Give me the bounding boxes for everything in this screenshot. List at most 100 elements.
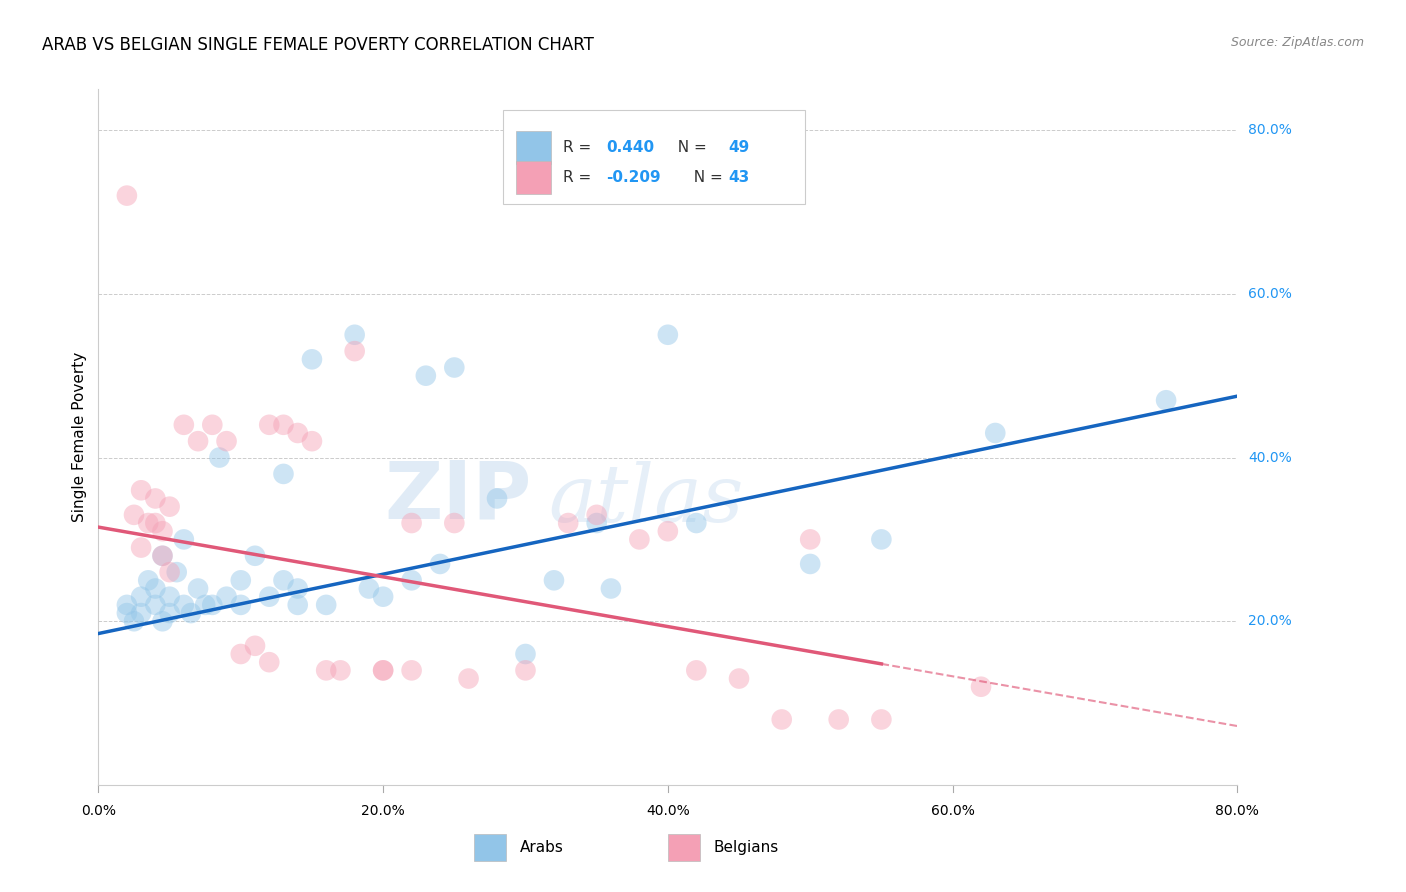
Point [557, 516, 579, 530]
Text: -0.209: -0.209 [606, 170, 661, 186]
Point [287, 598, 309, 612]
Point [229, 647, 252, 661]
Point [457, 672, 479, 686]
Text: N =: N = [683, 170, 727, 186]
Point [243, 549, 266, 563]
Point [585, 516, 607, 530]
Point [301, 434, 323, 449]
Point [329, 664, 352, 678]
Point [357, 582, 380, 596]
Text: 60.0%: 60.0% [931, 805, 974, 818]
Point [657, 327, 679, 342]
Point [187, 434, 209, 449]
Point [201, 417, 224, 432]
Point [984, 425, 1007, 440]
Text: ARAB VS BELGIAN SINGLE FEMALE POVERTY CORRELATION CHART: ARAB VS BELGIAN SINGLE FEMALE POVERTY CO… [42, 36, 595, 54]
Point [373, 664, 395, 678]
Text: 49: 49 [728, 140, 749, 155]
Point [315, 598, 337, 612]
Point [129, 590, 152, 604]
Point [187, 582, 209, 596]
Text: 20.0%: 20.0% [1249, 615, 1292, 628]
Text: R =: R = [562, 170, 596, 186]
Point [259, 655, 281, 669]
Point [229, 574, 252, 588]
Point [129, 541, 152, 555]
Point [145, 516, 167, 530]
Text: 60.0%: 60.0% [1249, 287, 1292, 301]
Point [166, 565, 188, 579]
Text: Belgians: Belgians [713, 840, 779, 855]
Point [122, 614, 145, 628]
Point [585, 508, 607, 522]
Point [515, 664, 537, 678]
Point [1154, 393, 1177, 408]
Point [373, 590, 395, 604]
Point [208, 450, 231, 465]
Point [287, 582, 309, 596]
Text: ZIP: ZIP [384, 458, 531, 535]
Point [770, 713, 793, 727]
Point [159, 606, 181, 620]
Text: 0.440: 0.440 [606, 140, 654, 155]
Point [373, 664, 395, 678]
Point [401, 664, 423, 678]
Point [122, 508, 145, 522]
Point [828, 713, 851, 727]
Point [152, 614, 174, 628]
Point [173, 417, 195, 432]
Text: 0.0%: 0.0% [82, 805, 115, 818]
Point [136, 516, 159, 530]
Point [152, 524, 174, 539]
Point [215, 590, 238, 604]
Point [194, 598, 217, 612]
FancyBboxPatch shape [516, 161, 551, 194]
Point [129, 483, 152, 498]
Point [401, 516, 423, 530]
FancyBboxPatch shape [474, 834, 506, 862]
Point [799, 557, 821, 571]
Text: 40.0%: 40.0% [645, 805, 690, 818]
Point [628, 533, 651, 547]
Point [415, 368, 437, 383]
Point [201, 598, 224, 612]
Point [301, 352, 323, 367]
Text: 80.0%: 80.0% [1249, 123, 1292, 137]
Point [145, 491, 167, 506]
Point [600, 582, 623, 596]
Point [287, 425, 309, 440]
Point [657, 524, 679, 539]
Text: Source: ZipAtlas.com: Source: ZipAtlas.com [1230, 36, 1364, 49]
Point [401, 574, 423, 588]
Point [145, 598, 167, 612]
Point [159, 500, 181, 514]
Text: Arabs: Arabs [520, 840, 564, 855]
Point [728, 672, 751, 686]
FancyBboxPatch shape [503, 110, 804, 204]
Point [243, 639, 266, 653]
Point [259, 417, 281, 432]
Point [443, 516, 465, 530]
Point [215, 434, 238, 449]
Text: N =: N = [668, 140, 711, 155]
Point [273, 574, 295, 588]
Text: 80.0%: 80.0% [1215, 805, 1260, 818]
Point [259, 590, 281, 604]
Point [315, 664, 337, 678]
Point [129, 606, 152, 620]
FancyBboxPatch shape [516, 131, 551, 164]
Point [685, 516, 707, 530]
Point [115, 606, 138, 620]
Point [543, 574, 565, 588]
Point [685, 664, 707, 678]
Point [152, 549, 174, 563]
FancyBboxPatch shape [668, 834, 700, 862]
Point [145, 582, 167, 596]
Point [229, 598, 252, 612]
Point [152, 549, 174, 563]
Point [486, 491, 509, 506]
Point [159, 590, 181, 604]
Point [159, 565, 181, 579]
Text: atlas: atlas [548, 461, 744, 539]
Text: 40.0%: 40.0% [1249, 450, 1292, 465]
